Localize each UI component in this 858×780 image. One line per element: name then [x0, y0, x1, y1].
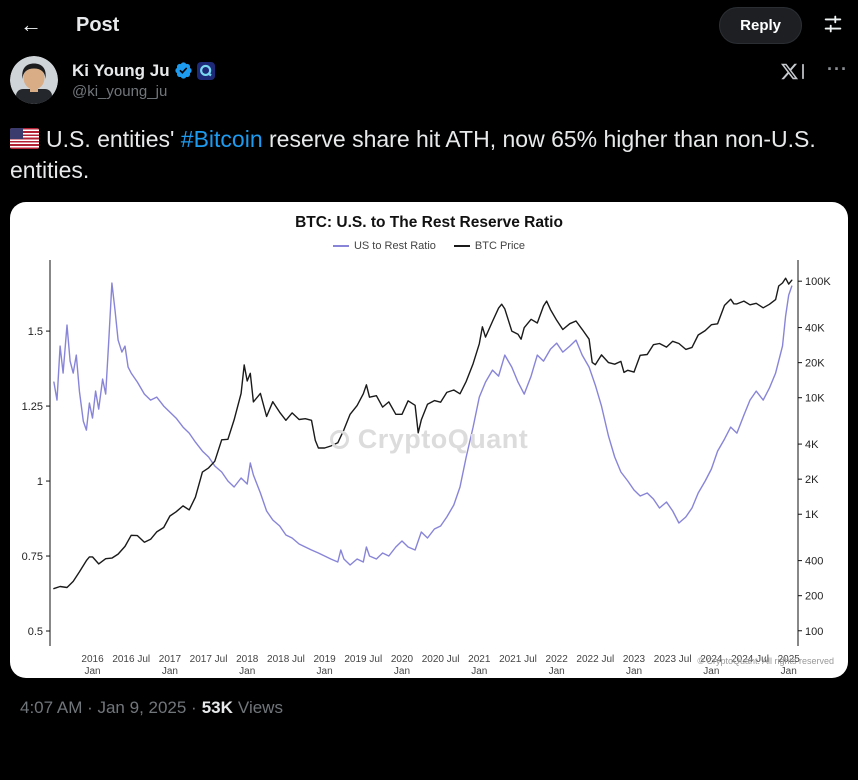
- grok-actions-button[interactable]: [780, 62, 805, 81]
- svg-text:2022 Jul: 2022 Jul: [576, 654, 614, 665]
- svg-text:400: 400: [805, 556, 823, 568]
- svg-text:Jan: Jan: [703, 666, 719, 677]
- legend-item-price: BTC Price: [453, 240, 526, 252]
- chart-title: BTC: U.S. to The Rest Reserve Ratio: [295, 214, 563, 231]
- ratio-legend-label: US to Rest Ratio: [353, 240, 436, 252]
- page-title: Post: [76, 13, 120, 36]
- svg-text:1: 1: [37, 476, 43, 488]
- post-text-before-hashtag: U.S. entities': [46, 126, 175, 152]
- svg-text:2021 Jul: 2021 Jul: [499, 654, 537, 665]
- avatar[interactable]: [10, 56, 58, 104]
- more-icon: ···: [827, 59, 848, 79]
- post-meta: 4:07 AM · Jan 9, 2025 · 53K Views: [20, 698, 838, 718]
- timestamp: 4:07 AM · Jan 9, 2025 ·: [20, 698, 197, 717]
- svg-text:2016: 2016: [81, 654, 104, 665]
- hashtag-bitcoin-link[interactable]: #Bitcoin: [180, 126, 263, 152]
- svg-text:200: 200: [805, 591, 823, 603]
- svg-text:2018: 2018: [236, 654, 259, 665]
- post-article: Ki Young Ju @ki_young_ju: [0, 50, 858, 718]
- svg-text:2018 Jul: 2018 Jul: [267, 654, 305, 665]
- svg-text:2024 Jul: 2024 Jul: [731, 654, 769, 665]
- svg-text:2025: 2025: [778, 654, 801, 665]
- us-flag-icon: [10, 128, 39, 149]
- svg-text:1K: 1K: [805, 509, 819, 521]
- top-bar: ← Post Reply: [0, 0, 858, 50]
- svg-text:20K: 20K: [805, 358, 825, 370]
- author-names: Ki Young Ju @ki_young_ju: [72, 56, 215, 104]
- svg-text:2K: 2K: [805, 474, 819, 486]
- chart-canvas: 1.5 1.25 1 0.75 0.5 100K 40K 20K 10K 4K 2K 1K 400 200…: [22, 260, 831, 677]
- svg-text:Jan: Jan: [239, 666, 255, 677]
- svg-text:1.5: 1.5: [28, 326, 43, 338]
- author-display-name: Ki Young Ju: [72, 60, 170, 80]
- ratio-line-swatch: [332, 245, 349, 247]
- svg-text:2019: 2019: [313, 654, 336, 665]
- author-handle: @ki_young_ju: [72, 82, 168, 100]
- svg-text:Jan: Jan: [549, 666, 565, 677]
- svg-text:2021: 2021: [468, 654, 491, 665]
- svg-text:Jan: Jan: [471, 666, 487, 677]
- affiliate-badge-icon: [196, 61, 215, 80]
- views-label: Views: [237, 698, 283, 717]
- svg-text:0.5: 0.5: [28, 626, 43, 638]
- price-legend-label: BTC Price: [474, 240, 526, 252]
- post-header-actions: ···: [780, 56, 848, 104]
- svg-text:0.75: 0.75: [22, 551, 43, 563]
- more-button[interactable]: ···: [827, 59, 848, 79]
- price-line-swatch: [453, 245, 470, 247]
- post-text: U.S. entities' #Bitcoin reserve share hi…: [10, 124, 848, 186]
- svg-text:Jan: Jan: [626, 666, 642, 677]
- svg-text:2023 Jul: 2023 Jul: [654, 654, 692, 665]
- svg-text:100: 100: [805, 626, 823, 638]
- svg-text:2017: 2017: [159, 654, 182, 665]
- verified-badge-icon: [174, 61, 193, 80]
- svg-text:4K: 4K: [805, 439, 819, 451]
- top-bar-actions: Reply: [719, 6, 844, 44]
- legend-item-ratio: US to Rest Ratio: [332, 240, 436, 252]
- svg-text:Jan: Jan: [394, 666, 410, 677]
- svg-text:Jan: Jan: [162, 666, 178, 677]
- timeline-settings-button[interactable]: [822, 13, 844, 38]
- svg-text:2022: 2022: [546, 654, 569, 665]
- svg-text:1.25: 1.25: [22, 401, 43, 413]
- svg-text:2020: 2020: [391, 654, 414, 665]
- svg-text:Jan: Jan: [317, 666, 333, 677]
- svg-text:2020 Jul: 2020 Jul: [422, 654, 460, 665]
- author-name-row[interactable]: Ki Young Ju: [72, 61, 215, 81]
- reply-button[interactable]: Reply: [719, 6, 802, 44]
- grok-x-icon: [780, 62, 805, 81]
- chart-image[interactable]: BTC: U.S. to The Rest Reserve Ratio US t…: [10, 202, 848, 678]
- svg-text:2024: 2024: [700, 654, 723, 665]
- post-text-after-hashtag: reserve share hit ATH, now 65% higher th…: [10, 126, 816, 183]
- chart-copyright: © CryptoQuant. All rights reserved: [697, 656, 834, 666]
- svg-text:2017 Jul: 2017 Jul: [190, 654, 228, 665]
- svg-text:100K: 100K: [805, 276, 831, 288]
- post-header: Ki Young Ju @ki_young_ju: [10, 56, 848, 104]
- svg-text:Jan: Jan: [781, 666, 797, 677]
- chart-legend: US to Rest Ratio BTC Price: [10, 240, 848, 252]
- svg-text:2019 Jul: 2019 Jul: [344, 654, 382, 665]
- svg-text:2023: 2023: [623, 654, 646, 665]
- svg-text:40K: 40K: [805, 323, 825, 335]
- back-button[interactable]: ←: [14, 8, 48, 42]
- svg-text:Jan: Jan: [84, 666, 100, 677]
- svg-text:10K: 10K: [805, 393, 825, 405]
- sliders-icon: [822, 13, 844, 38]
- svg-text:2016 Jul: 2016 Jul: [112, 654, 150, 665]
- views-count: 53K: [201, 698, 233, 717]
